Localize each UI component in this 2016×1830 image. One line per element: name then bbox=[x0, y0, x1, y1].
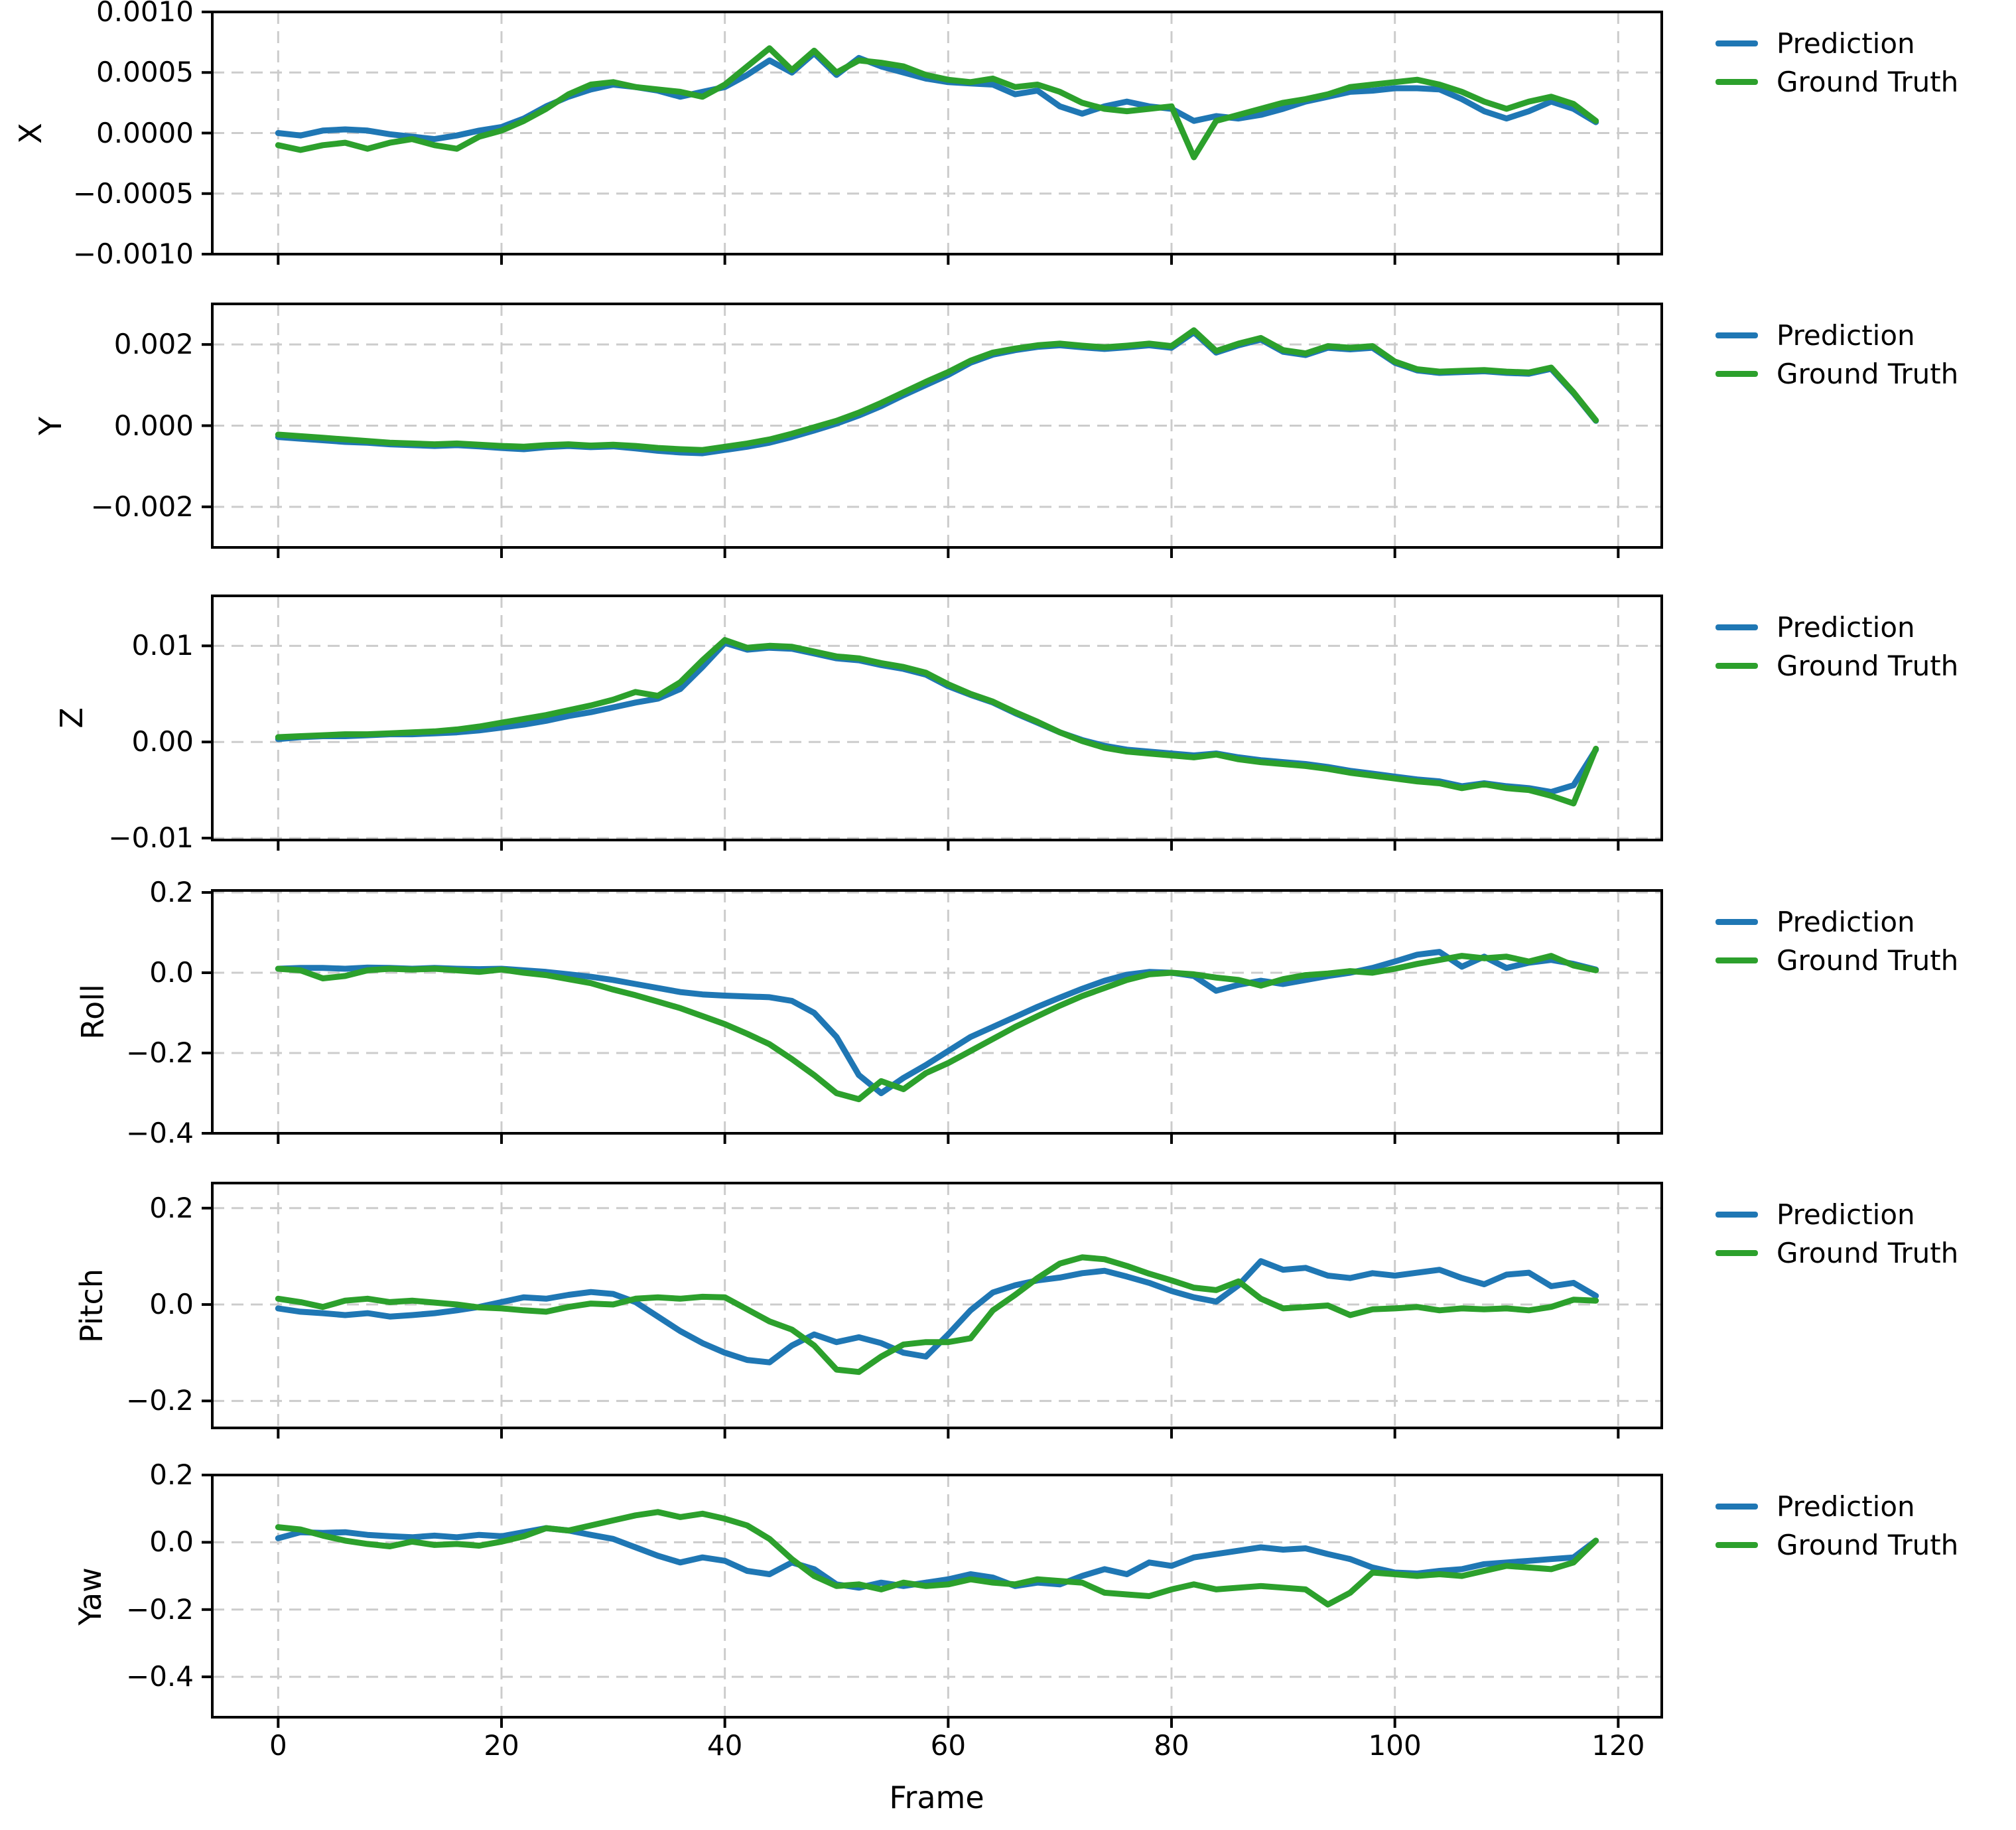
panel-border bbox=[211, 595, 1663, 841]
y-tick-label: 0.0010 bbox=[96, 0, 194, 28]
prediction-line bbox=[275, 1258, 1599, 1366]
ground-truth-line-swatch bbox=[1715, 1249, 1758, 1256]
y-tick-label: 0.2 bbox=[149, 1191, 194, 1224]
legend-panel-yaw: Prediction Ground Truth bbox=[1715, 1487, 2007, 1564]
legend-label-ground-truth: Ground Truth bbox=[1777, 1236, 1959, 1269]
y-tick-label: −0.4 bbox=[126, 1660, 194, 1693]
legend-row-ground-truth: Ground Truth bbox=[1715, 941, 2007, 979]
ground-truth-line bbox=[275, 1509, 1599, 1608]
ground-truth-line bbox=[275, 45, 1599, 161]
prediction-line bbox=[275, 50, 1599, 143]
legend-row-ground-truth: Ground Truth bbox=[1715, 354, 2007, 393]
prediction-line bbox=[275, 640, 1599, 796]
legend-label-ground-truth: Ground Truth bbox=[1777, 65, 1959, 98]
y-tick-label: −0.4 bbox=[126, 1117, 194, 1149]
legend-label-prediction: Prediction bbox=[1777, 1490, 1915, 1523]
y-tick-label: −0.01 bbox=[108, 821, 194, 855]
legend-row-prediction: Prediction bbox=[1715, 1487, 2007, 1525]
ground-truth-line-swatch bbox=[1715, 957, 1758, 963]
legend-label-prediction: Prediction bbox=[1777, 905, 1915, 938]
legend-label-ground-truth: Ground Truth bbox=[1777, 649, 1959, 682]
legend-panel-x: Prediction Ground Truth bbox=[1715, 24, 2007, 101]
y-tick-label: −0.2 bbox=[126, 1592, 194, 1626]
x-tick-label: 0 bbox=[269, 1729, 287, 1762]
ground-truth-line bbox=[275, 637, 1599, 807]
ground-truth-line bbox=[275, 953, 1599, 1103]
y-tick-label: −0.2 bbox=[126, 1384, 194, 1417]
ground-truth-line bbox=[275, 1254, 1599, 1375]
y-tick-label: 0.002 bbox=[113, 328, 194, 361]
prediction-line-swatch bbox=[1715, 1211, 1758, 1218]
y-tick-label: 0.0 bbox=[149, 1525, 194, 1559]
y-tick-label: 0.2 bbox=[149, 1458, 194, 1491]
y-tick-label: −0.002 bbox=[90, 490, 194, 523]
legend-row-ground-truth: Ground Truth bbox=[1715, 1525, 2007, 1564]
prediction-line-swatch bbox=[1715, 1503, 1758, 1510]
y-tick-label: 0.0 bbox=[149, 1288, 194, 1321]
legend-label-prediction: Prediction bbox=[1777, 610, 1915, 644]
panel-border bbox=[211, 889, 1663, 1135]
y-tick-label: 0.2 bbox=[149, 876, 194, 909]
prediction-line-swatch bbox=[1715, 332, 1758, 338]
y-tick-label: 0.0 bbox=[149, 956, 194, 989]
legend-label-ground-truth: Ground Truth bbox=[1777, 944, 1959, 977]
legend-row-ground-truth: Ground Truth bbox=[1715, 1233, 2007, 1272]
legend-label-ground-truth: Ground Truth bbox=[1777, 1528, 1959, 1561]
y-tick-label: 0.00 bbox=[131, 725, 194, 758]
x-tick-label: 120 bbox=[1591, 1729, 1645, 1762]
legend-panel-roll: Prediction Ground Truth bbox=[1715, 902, 2007, 979]
legend-row-ground-truth: Ground Truth bbox=[1715, 62, 2007, 101]
prediction-line bbox=[275, 1525, 1599, 1591]
panel-border bbox=[211, 1182, 1663, 1429]
prediction-line bbox=[275, 329, 1599, 457]
y-tick-label: −0.2 bbox=[126, 1036, 194, 1069]
legend-row-prediction: Prediction bbox=[1715, 316, 2007, 354]
y-tick-label: −0.0010 bbox=[72, 238, 194, 270]
x-tick-label: 100 bbox=[1368, 1729, 1422, 1762]
ground-truth-line-swatch bbox=[1715, 370, 1758, 377]
x-tick-label: 40 bbox=[706, 1729, 743, 1762]
panel-border bbox=[211, 1474, 1663, 1719]
legend-panel-pitch: Prediction Ground Truth bbox=[1715, 1195, 2007, 1272]
x-axis-title: Frame bbox=[889, 1780, 984, 1815]
y-tick-label: 0.000 bbox=[113, 409, 194, 442]
ground-truth-line-swatch bbox=[1715, 78, 1758, 85]
prediction-line-swatch bbox=[1715, 40, 1758, 46]
legend-label-ground-truth: Ground Truth bbox=[1777, 357, 1959, 390]
y-tick-label: −0.0005 bbox=[72, 176, 194, 210]
legend-label-prediction: Prediction bbox=[1777, 1198, 1915, 1231]
prediction-line-swatch bbox=[1715, 624, 1758, 630]
legend-row-ground-truth: Ground Truth bbox=[1715, 646, 2007, 685]
ground-truth-line bbox=[275, 327, 1599, 453]
legend-label-prediction: Prediction bbox=[1777, 318, 1915, 352]
x-tick-label: 80 bbox=[1154, 1729, 1189, 1762]
x-tick-label: 20 bbox=[484, 1729, 519, 1762]
legend-row-prediction: Prediction bbox=[1715, 1195, 2007, 1233]
ground-truth-line-swatch bbox=[1715, 1541, 1758, 1548]
y-tick-label: 0.01 bbox=[131, 629, 194, 662]
y-tick-label: 0.0005 bbox=[96, 56, 194, 89]
legend-row-prediction: Prediction bbox=[1715, 608, 2007, 646]
ground-truth-line-swatch bbox=[1715, 662, 1758, 669]
x-tick-label: 60 bbox=[930, 1729, 967, 1762]
legend-panel-y: Prediction Ground Truth bbox=[1715, 316, 2007, 393]
y-tick-label: 0.0000 bbox=[96, 116, 194, 149]
panel-border bbox=[211, 303, 1663, 549]
legend-row-prediction: Prediction bbox=[1715, 24, 2007, 62]
legend-panel-z: Prediction Ground Truth bbox=[1715, 608, 2007, 685]
panel-border bbox=[211, 11, 1663, 255]
legend-label-prediction: Prediction bbox=[1777, 27, 1915, 60]
prediction-line-swatch bbox=[1715, 918, 1758, 925]
legend-row-prediction: Prediction bbox=[1715, 902, 2007, 941]
